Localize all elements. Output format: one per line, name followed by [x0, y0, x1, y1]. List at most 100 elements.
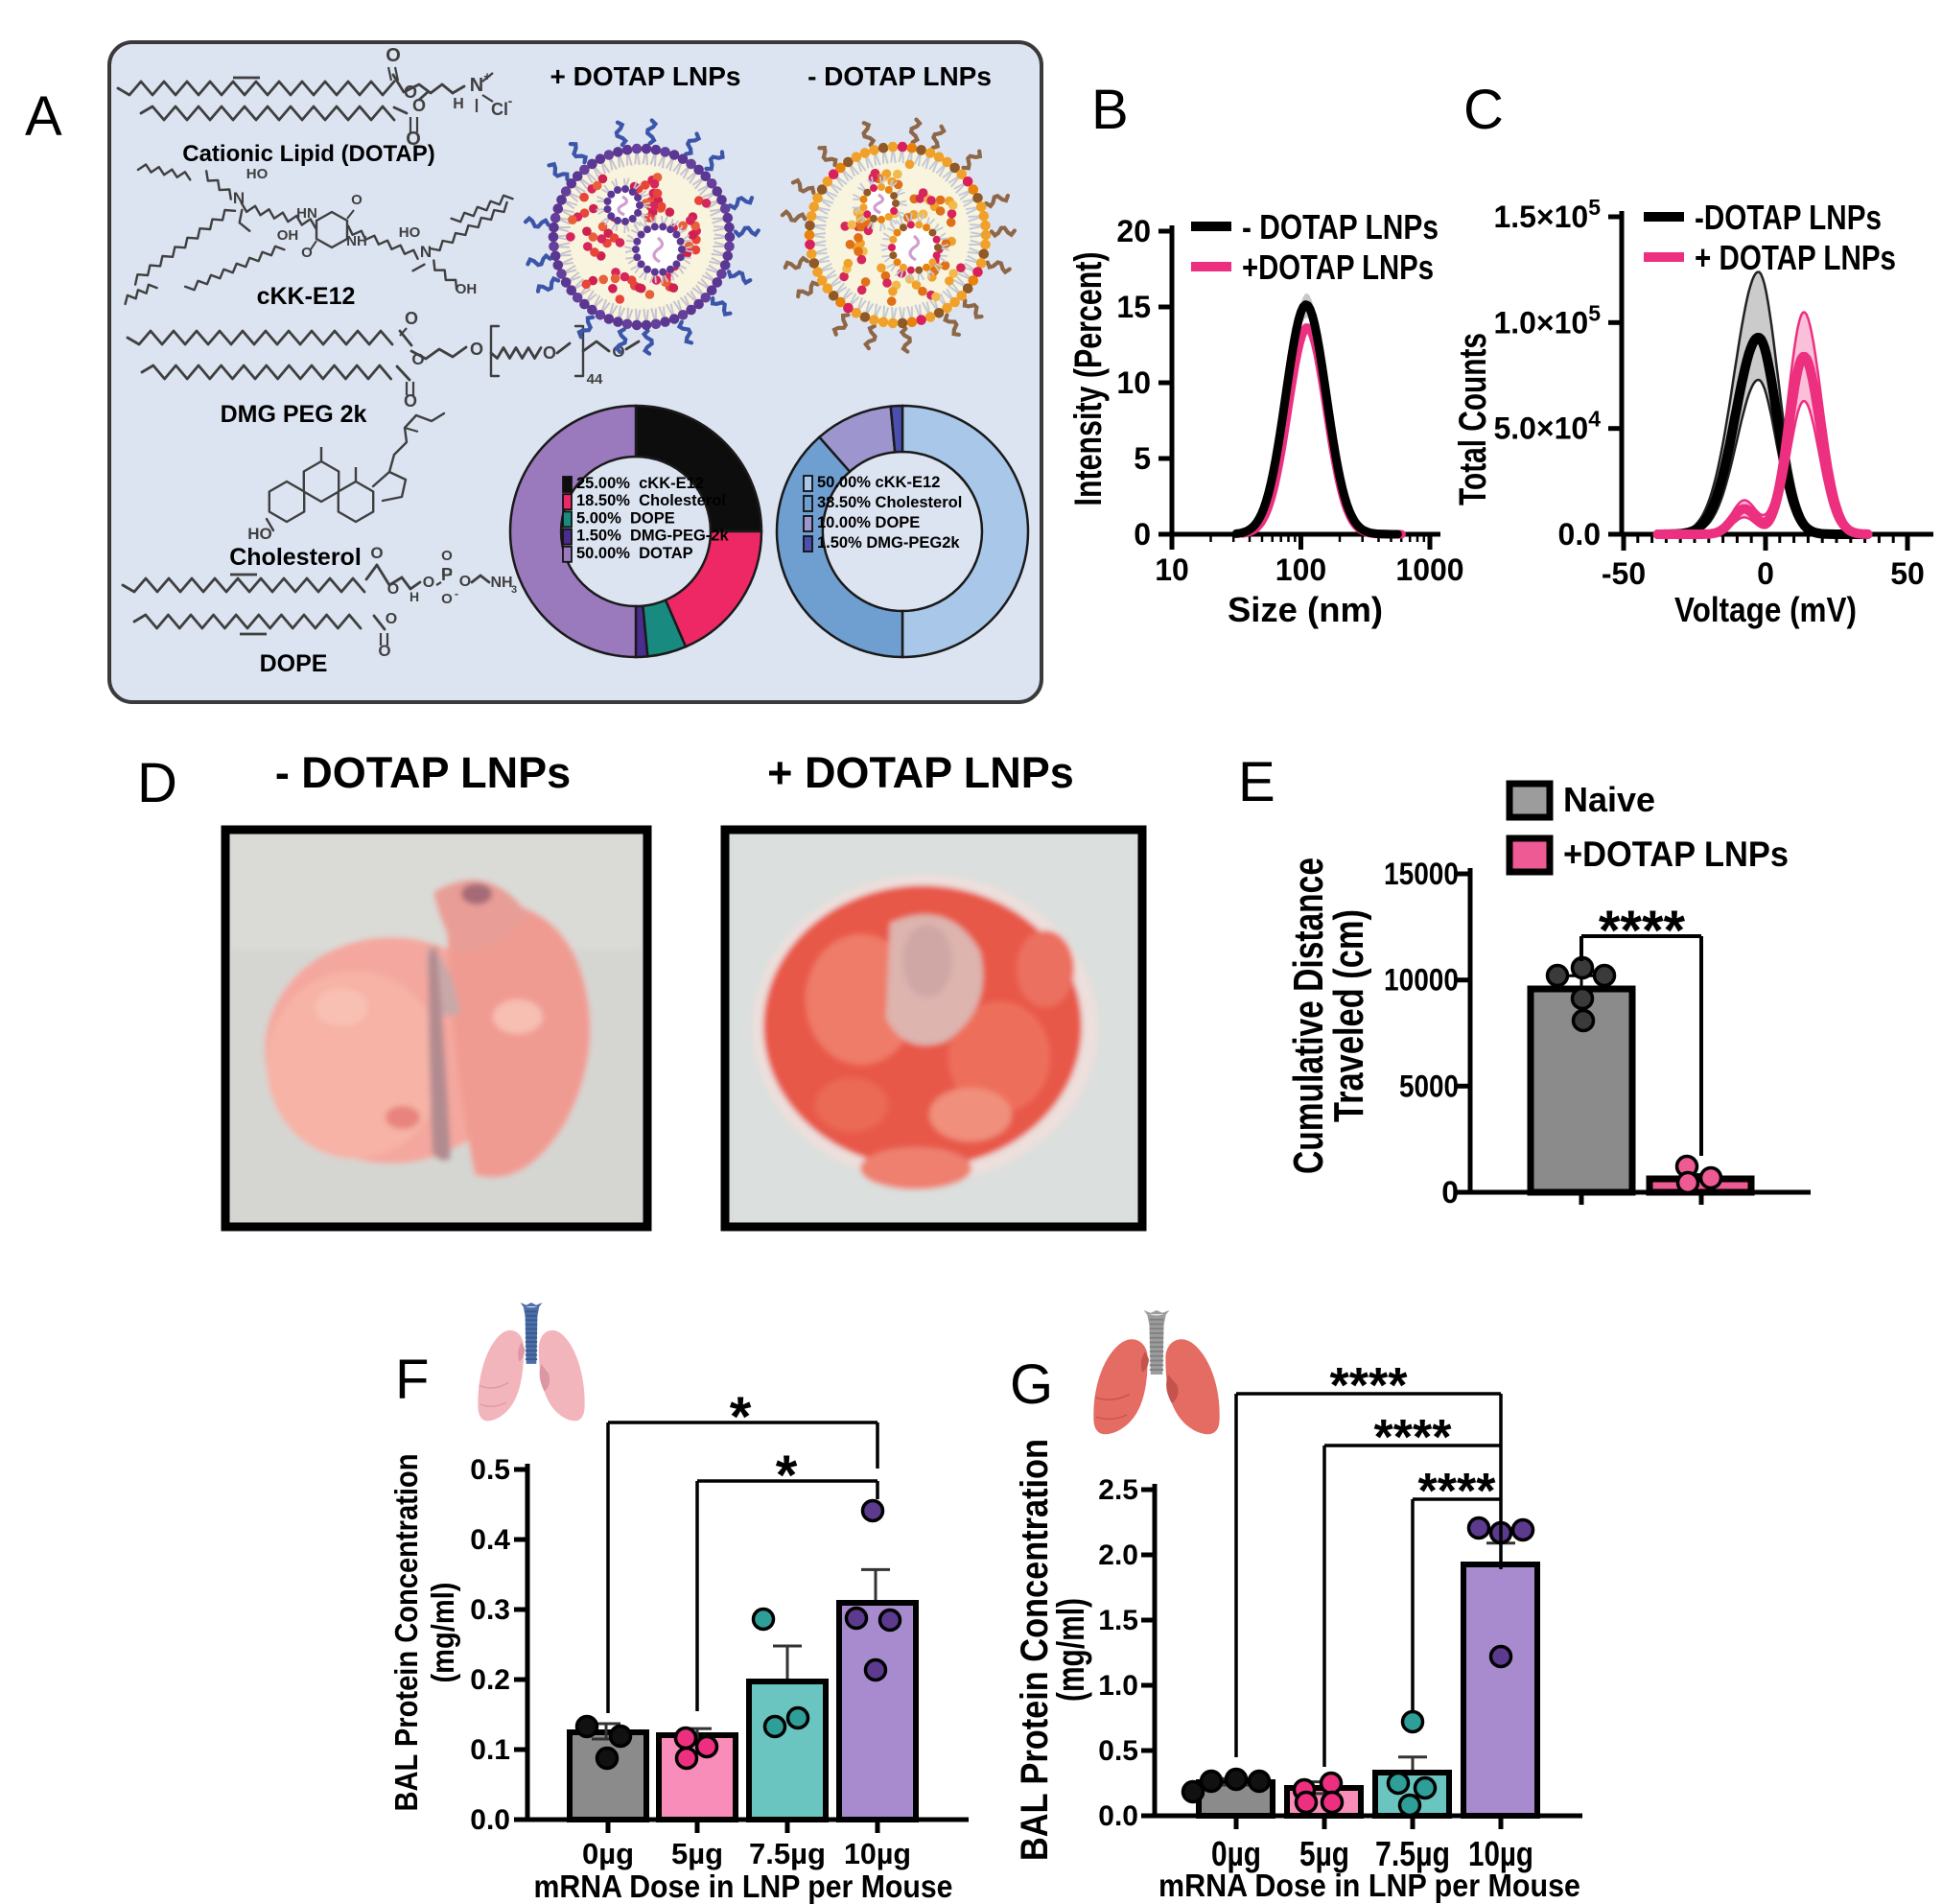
svg-text:F: F	[395, 1349, 429, 1411]
svg-text:P: P	[441, 565, 453, 584]
svg-text:O: O	[378, 642, 390, 660]
svg-text:1000: 1000	[1395, 552, 1463, 587]
svg-text:100: 100	[1275, 552, 1326, 587]
svg-text:O: O	[351, 192, 363, 208]
svg-text:10µg: 10µg	[844, 1837, 911, 1870]
svg-text:N: N	[233, 189, 245, 207]
svg-text:10: 10	[1116, 365, 1151, 400]
svg-text:0µg: 0µg	[1211, 1834, 1261, 1873]
svg-text:O: O	[543, 343, 556, 363]
svg-text:Voltage (mV): Voltage (mV)	[1674, 590, 1857, 629]
svg-text:O: O	[404, 82, 417, 102]
svg-text:7.5µg: 7.5µg	[1375, 1834, 1450, 1873]
svg-text:Naive: Naive	[1563, 780, 1655, 819]
svg-text:(mg/ml): (mg/ml)	[1050, 1598, 1092, 1702]
svg-text:50.00% cKK-E12: 50.00% cKK-E12	[817, 474, 940, 491]
svg-text:B: B	[1091, 79, 1129, 141]
svg-text:HO: HO	[246, 166, 269, 182]
svg-text:Intensity (Percent): Intensity (Percent)	[1067, 252, 1110, 506]
svg-text:-DOTAP LNPs: -DOTAP LNPs	[1695, 198, 1882, 237]
svg-text:15000: 15000	[1384, 857, 1459, 891]
svg-text:HO: HO	[399, 224, 421, 241]
svg-text:O: O	[470, 340, 483, 359]
svg-text:38.50% Cholesterol: 38.50% Cholesterol	[817, 494, 962, 511]
svg-text:BAL Protein Concentration: BAL Protein Concentration	[388, 1454, 424, 1812]
svg-text:O: O	[423, 575, 434, 591]
svg-text:****: ****	[1330, 1358, 1409, 1414]
svg-text:O: O	[441, 591, 453, 607]
svg-text:10.00% DOPE: 10.00% DOPE	[817, 514, 920, 531]
svg-text:50.00% DOTAP: 50.00% DOTAP	[576, 545, 693, 562]
svg-text:2.5: 2.5	[1098, 1474, 1138, 1506]
svg-text:O: O	[387, 581, 399, 598]
svg-text:0.0: 0.0	[1558, 517, 1601, 552]
svg-text:G: G	[1010, 1353, 1053, 1416]
svg-text:1.5×105: 1.5×105	[1493, 195, 1601, 234]
svg-text:0: 0	[1441, 1175, 1459, 1210]
svg-text:5µg: 5µg	[671, 1837, 723, 1870]
svg-text:0.0: 0.0	[470, 1804, 510, 1836]
svg-text:1.50% DMG-PEG-2k: 1.50% DMG-PEG-2k	[576, 528, 729, 545]
svg-text:5.00% DOPE: 5.00% DOPE	[576, 509, 675, 527]
svg-text:15: 15	[1116, 290, 1151, 324]
svg-text:5.0×104: 5.0×104	[1493, 407, 1601, 446]
svg-text:0.2: 0.2	[470, 1664, 510, 1696]
svg-text:0µg: 0µg	[582, 1837, 634, 1870]
svg-text:C: C	[1463, 79, 1504, 141]
svg-text:- DOTAP LNPs: - DOTAP LNPs	[1242, 207, 1439, 247]
svg-text:2.0: 2.0	[1098, 1540, 1138, 1571]
svg-text:N: N	[470, 75, 483, 96]
svg-text:O: O	[459, 574, 471, 590]
svg-text:0.5: 0.5	[1098, 1735, 1138, 1767]
svg-text:BAL Protein Concentration: BAL Protein Concentration	[1014, 1439, 1056, 1861]
svg-text:1.5: 1.5	[1098, 1605, 1138, 1636]
svg-text:5µg: 5µg	[1299, 1834, 1349, 1873]
svg-text:18.50% Cholesterol: 18.50% Cholesterol	[576, 492, 726, 509]
svg-text:Cumulative Distance: Cumulative Distance	[1285, 858, 1332, 1174]
svg-text:OH: OH	[456, 281, 478, 297]
svg-text:O: O	[411, 350, 424, 368]
svg-text:0.3: 0.3	[470, 1594, 510, 1626]
svg-text:H: H	[409, 589, 419, 604]
svg-text:-: -	[508, 93, 513, 108]
svg-text:1.0: 1.0	[1098, 1670, 1138, 1702]
svg-text:HO: HO	[247, 525, 272, 543]
svg-text:O: O	[370, 544, 383, 562]
svg-text:E: E	[1238, 751, 1275, 813]
svg-text:5000: 5000	[1399, 1069, 1459, 1103]
svg-text:HN: HN	[296, 205, 317, 222]
svg-text:10µg: 10µg	[1468, 1834, 1533, 1873]
svg-text:10000: 10000	[1384, 963, 1459, 998]
svg-text:****: ****	[1374, 1410, 1453, 1466]
svg-text:- DOTAP LNPs: - DOTAP LNPs	[275, 748, 571, 797]
svg-text:NH: NH	[346, 233, 367, 249]
svg-text:+ DOTAP LNPs: + DOTAP LNPs	[1695, 238, 1896, 277]
svg-text:DMG PEG 2k: DMG PEG 2k	[221, 401, 367, 428]
svg-text:3: 3	[511, 584, 517, 596]
svg-text:Cholesterol: Cholesterol	[229, 544, 362, 571]
svg-text:- DOTAP LNPs: - DOTAP LNPs	[807, 61, 992, 91]
svg-text:0.1: 0.1	[470, 1734, 510, 1766]
svg-text:mRNA Dose in LNP per Mouse: mRNA Dose in LNP per Mouse	[534, 1869, 953, 1904]
svg-text:1.0×105: 1.0×105	[1493, 300, 1601, 340]
svg-text:O: O	[301, 245, 313, 261]
svg-text:A: A	[25, 85, 62, 148]
svg-text:(mg/ml): (mg/ml)	[425, 1583, 460, 1683]
svg-text:+DOTAP LNPs: +DOTAP LNPs	[1242, 247, 1434, 287]
svg-text:OH: OH	[277, 227, 299, 244]
svg-text:*: *	[730, 1386, 752, 1448]
svg-text:0.4: 0.4	[470, 1524, 510, 1556]
svg-text:10: 10	[1155, 552, 1189, 587]
svg-text:O: O	[412, 96, 426, 115]
svg-text:+ DOTAP LNPs: + DOTAP LNPs	[767, 748, 1074, 797]
svg-text:50: 50	[1890, 556, 1925, 591]
svg-text:O: O	[405, 309, 418, 328]
svg-text:7.5µg: 7.5µg	[749, 1837, 826, 1870]
svg-text:25.00% cKK-E12: 25.00% cKK-E12	[576, 475, 704, 492]
svg-text:Cationic Lipid (DOTAP): Cationic Lipid (DOTAP)	[182, 141, 435, 167]
svg-text:mRNA Dose in LNP per Mouse: mRNA Dose in LNP per Mouse	[1158, 1868, 1580, 1903]
svg-text:****: ****	[1418, 1464, 1497, 1519]
svg-text:*: *	[776, 1445, 798, 1507]
svg-text:-: -	[455, 587, 458, 600]
svg-text:O: O	[386, 45, 401, 66]
